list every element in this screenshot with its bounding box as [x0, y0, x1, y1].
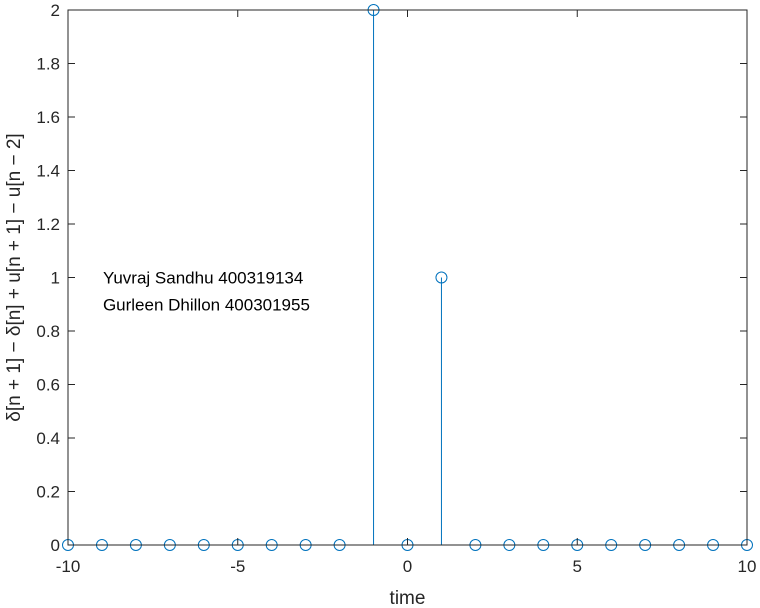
- x-axis: -10 -5 0 5 10: [56, 10, 757, 576]
- y-tick-label: 2: [51, 1, 60, 20]
- y-tick-label: 0.8: [36, 322, 60, 341]
- stem-marker: [435, 271, 448, 284]
- y-tick-label: 0: [51, 536, 60, 555]
- y-tick-label: 1: [51, 269, 60, 288]
- y-tick-label: 1.6: [36, 108, 60, 127]
- x-axis-label: time: [390, 588, 426, 608]
- x-tick-label: 10: [738, 557, 757, 576]
- plot-area: [68, 10, 747, 545]
- y-tick-label: 0.2: [36, 483, 60, 502]
- x-tick-label: -10: [56, 557, 81, 576]
- annotation-author-2: Gurleen Dhillon 400301955: [103, 295, 310, 314]
- y-axis: 0 0.2 0.4 0.6 0.8 1 1.2 1.4 1.6 1.8 2: [36, 1, 747, 555]
- x-tick-label: -5: [230, 557, 245, 576]
- y-axis-label: δ[n + 1] − δ[n] + u[n + 1] − u[n − 2]: [4, 133, 25, 421]
- y-tick-label: 0.6: [36, 376, 60, 395]
- y-tick-label: 0.4: [36, 429, 60, 448]
- y-tick-label: 1.4: [36, 162, 60, 181]
- y-tick-label: 1.8: [36, 55, 60, 74]
- y-tick-label: 1.2: [36, 215, 60, 234]
- annotation-author-1: Yuvraj Sandhu 400319134: [103, 269, 303, 288]
- x-tick-label: 0: [403, 557, 412, 576]
- x-tick-label: 5: [573, 557, 582, 576]
